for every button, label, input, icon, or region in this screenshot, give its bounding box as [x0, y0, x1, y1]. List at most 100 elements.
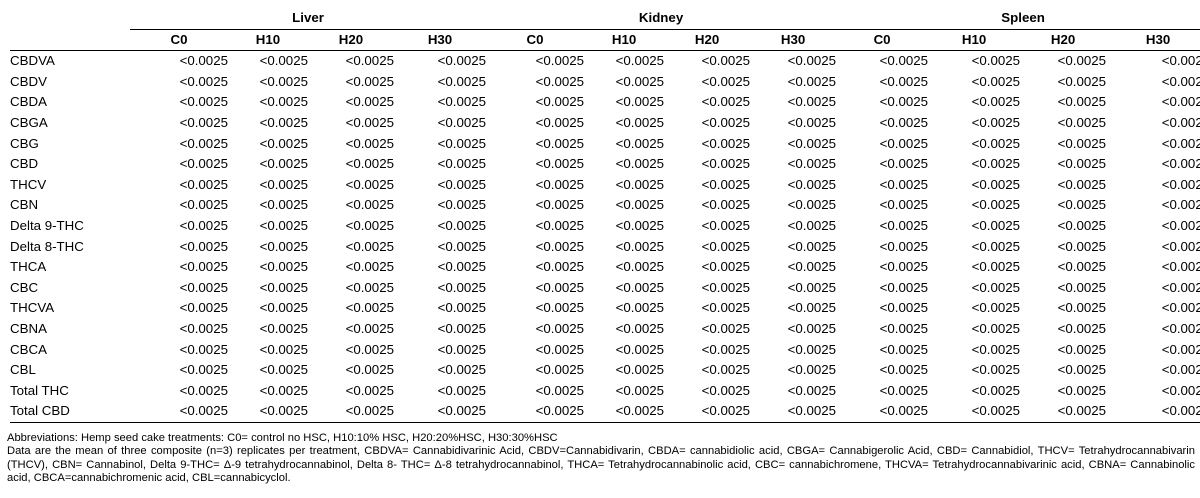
table-cell: <0.0025 [615, 53, 665, 69]
table-row: Total CBD <0.0025 <0.0025 <0.0025 <0.0025 <0.… [10, 401, 1200, 423]
table-row: CBGA <0.0025 <0.0025 <0.0025 <0.0025 <0.0025 <… [10, 113, 1200, 134]
table-cell: <0.0025 [437, 135, 487, 151]
table-cell: <0.0025 [179, 259, 228, 275]
table-cell: <0.0025 [787, 197, 837, 213]
table-cell: <0.0025 [1020, 401, 1107, 423]
table-cell: <0.0025 [1057, 156, 1107, 172]
table-cell: <0.0025 [787, 217, 837, 233]
table-cell: <0.0025 [345, 156, 394, 172]
table-cell: <0.0025 [787, 53, 837, 69]
group-header-liver: Liver [130, 8, 487, 30]
table-cell: <0.0025 [535, 197, 585, 213]
table-cell: <0.0025 [879, 238, 929, 254]
table-cell: <0.0025 [345, 341, 394, 357]
table-cell: <0.0025 [535, 382, 585, 398]
table-cell: <0.0025 [535, 341, 585, 357]
table-cell: <0.0025 [971, 73, 1021, 89]
table-cell: <0.0025 [879, 73, 929, 89]
table-cell: <0.0025 [615, 176, 665, 192]
table-cell: <0.0025 [179, 176, 228, 192]
column-header: H20 [1020, 29, 1107, 52]
table-body: CBDVA <0.0025 <0.0025 <0.0025 <0.0025 <0.0025… [10, 51, 1200, 423]
table-cell: <0.0025 [259, 176, 308, 192]
table-cell: <0.0025 [179, 73, 228, 89]
table-row: CBDA <0.0025 <0.0025 <0.0025 <0.0025 <0.0025 <… [10, 92, 1200, 113]
table-cell: <0.0025 [259, 114, 308, 130]
table-cell: <0.0025 [259, 197, 308, 213]
table-cell: <0.0025 [1057, 300, 1107, 316]
table-cell: <0.0025 [437, 217, 487, 233]
table-cell: <0.0025 [879, 320, 929, 336]
table-cell: <0.0025 [701, 53, 751, 69]
table-cell: <0.0025 [615, 362, 665, 378]
table-cell: <0.0025 [787, 94, 837, 110]
table-cell: <0.0025 [615, 238, 665, 254]
table-cell: <0.0025 [535, 300, 585, 316]
table-cell: <0.0025 [701, 238, 751, 254]
table-cell: <0.0025 [615, 382, 665, 398]
table-cell: <0.0025 [615, 341, 665, 357]
table-cell: <0.0025 [615, 279, 665, 295]
table-cell: <0.0025 [345, 320, 394, 336]
abbreviations-note: Abbreviations: Hemp seed cake treatments… [7, 432, 558, 444]
table-cell: <0.0025 [1161, 341, 1200, 357]
table-cell: <0.0025 [971, 156, 1021, 172]
table-cell: <0.0025 [1057, 73, 1107, 89]
row-label: CBNA [10, 320, 47, 336]
row-label: THCV [10, 176, 47, 192]
table-cell: <0.0025 [486, 401, 585, 423]
table-cell: <0.0025 [615, 217, 665, 233]
table-cell: <0.0025 [879, 279, 929, 295]
row-label: Delta 8-THC [10, 238, 84, 254]
table-cell: <0.0025 [437, 197, 487, 213]
table-cell: <0.0025 [971, 382, 1021, 398]
data-note: Data are the mean of three composite (n=… [7, 445, 1195, 485]
table-cell: <0.0025 [437, 156, 487, 172]
table-cell: <0.0025 [259, 156, 308, 172]
table-cell: <0.0025 [179, 114, 228, 130]
group-header-spleen: Spleen [836, 8, 1200, 30]
table-cell: <0.0025 [535, 114, 585, 130]
table-row: THCVA <0.0025 <0.0025 <0.0025 <0.0025 <0.0025… [10, 298, 1200, 319]
row-label: THCVA [10, 300, 55, 316]
table-cell: <0.0025 [879, 53, 929, 69]
table-row: CBG <0.0025 <0.0025 <0.0025 <0.0025 <0.0025 <0… [10, 134, 1200, 155]
table-cell: <0.0025 [259, 259, 308, 275]
table-cell: <0.0025 [836, 401, 929, 423]
row-label: CBGA [10, 114, 48, 130]
table-cell: <0.0025 [1161, 217, 1200, 233]
table-cell: <0.0025 [345, 176, 394, 192]
table-cell: <0.0025 [130, 401, 228, 423]
table-cell: <0.0025 [535, 217, 585, 233]
table-cell: <0.0025 [345, 362, 394, 378]
table-cell: <0.0025 [701, 362, 751, 378]
table-cell: <0.0025 [308, 401, 394, 423]
table-cell: <0.0025 [879, 94, 929, 110]
table-row: CBL <0.0025 <0.0025 <0.0025 <0.0025 <0.0025 <0… [10, 360, 1200, 381]
table-cell: <0.0025 [345, 279, 394, 295]
table-cell: <0.0025 [259, 53, 308, 69]
table-cell: <0.0025 [345, 53, 394, 69]
table-cell: <0.0025 [1057, 320, 1107, 336]
table-cell: <0.0025 [535, 94, 585, 110]
table-cell: <0.0025 [787, 362, 837, 378]
table-cell: <0.0025 [971, 197, 1021, 213]
table-cell: <0.0025 [345, 300, 394, 316]
table-row: CBCA <0.0025 <0.0025 <0.0025 <0.0025 <0.0025 <… [10, 340, 1200, 361]
table-cell: <0.0025 [787, 320, 837, 336]
table-cell: <0.0025 [437, 114, 487, 130]
table-cell: <0.0025 [259, 238, 308, 254]
table-cell: <0.0025 [787, 300, 837, 316]
column-header: C0 [486, 29, 585, 52]
table-row: CBDV <0.0025 <0.0025 <0.0025 <0.0025 <0.0025 <… [10, 72, 1200, 93]
table-cell: <0.0025 [345, 73, 394, 89]
table-cell: <0.0025 [437, 176, 487, 192]
table-cell: <0.0025 [971, 217, 1021, 233]
table-cell: <0.0025 [535, 73, 585, 89]
table-cell: <0.0025 [179, 362, 228, 378]
table-cell: <0.0025 [664, 401, 751, 423]
table-cell: <0.0025 [1161, 362, 1200, 378]
column-header: H10 [584, 29, 665, 52]
table-cell: <0.0025 [1161, 238, 1200, 254]
